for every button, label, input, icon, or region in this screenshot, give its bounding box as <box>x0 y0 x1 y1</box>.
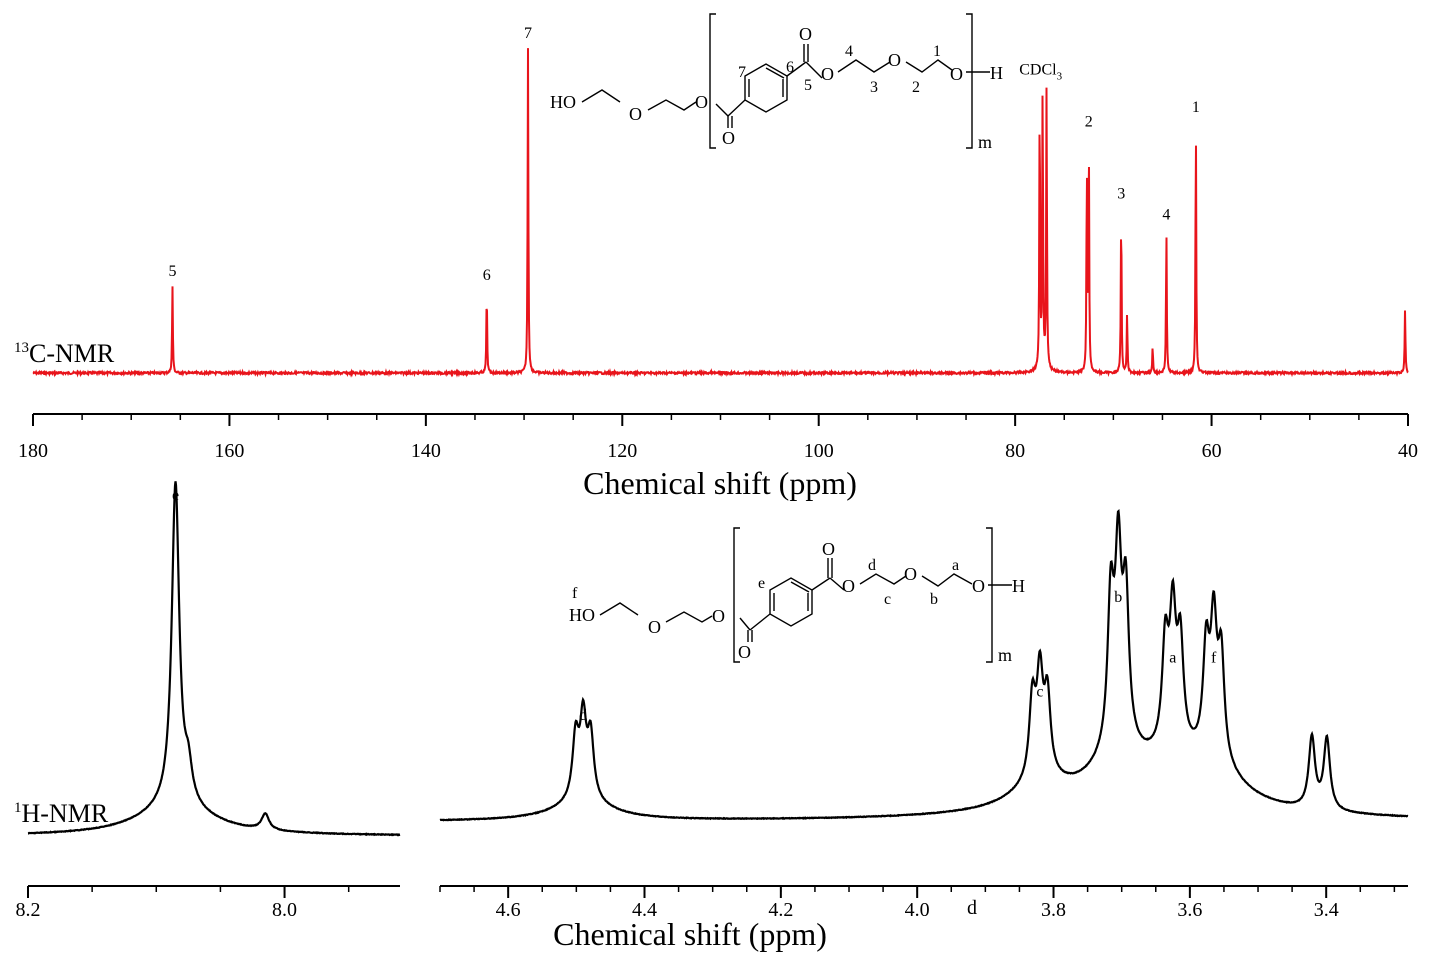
h1-ester-o: O <box>842 576 855 596</box>
c13-atom-1: 1 <box>933 43 941 60</box>
c13-ho: HO <box>550 92 576 112</box>
c13-tick-label: 60 <box>1202 440 1222 462</box>
c13-carbonyl-o-right: O <box>799 24 812 44</box>
h1-atom-e: e <box>758 575 765 592</box>
c13-tick-label: 80 <box>1005 440 1025 462</box>
c13-tick-label: 120 <box>607 440 637 462</box>
h1-atom-f: f <box>572 585 578 602</box>
c13-tick-label: 160 <box>214 440 244 462</box>
h1-peak-label: b <box>1114 589 1122 606</box>
h1-tick-label: 4.4 <box>632 899 657 921</box>
c13-repeat-m: m <box>978 132 992 152</box>
c13-axis-title: Chemical shift (ppm) <box>583 465 857 501</box>
c13-peak-label: 3 <box>1117 186 1125 203</box>
h1-tick-label: 4.0 <box>905 899 930 921</box>
h1-atom-d: d <box>868 557 876 574</box>
h1-atom-a: a <box>952 557 959 574</box>
c13-tick-label: 100 <box>804 440 834 462</box>
h1-axis-title: Chemical shift (ppm) <box>553 916 827 952</box>
h1-peak-label: a <box>1169 650 1176 667</box>
h1-peak-label: d <box>579 707 587 724</box>
c13-peak-label: 7 <box>524 25 532 42</box>
h1-repeat-m: m <box>998 645 1012 665</box>
c13-h: H <box>990 63 1003 83</box>
h1-atom-c: c <box>884 591 891 608</box>
c13-peak-label: CDCl3 <box>1019 61 1062 82</box>
c13-spectrum-label: 13C-NMR <box>14 339 115 368</box>
c13-peak-label: 6 <box>483 267 491 284</box>
c13-spectrum-trace <box>32 48 1409 378</box>
h1-spectrum-label: 1H-NMR <box>14 799 109 828</box>
c13-o-left: O <box>695 92 708 112</box>
c13-structure: HO O O O O O O O H m 7 6 5 4 3 2 1 <box>550 13 1003 152</box>
c13-ether-o-2: O <box>888 50 901 70</box>
c13-peak-label: 2 <box>1085 113 1093 130</box>
c13-o-right: O <box>950 64 963 84</box>
c13-atom-4: 4 <box>845 43 853 60</box>
c13-tick-label: 180 <box>18 440 48 462</box>
c13-peak-label: 1 <box>1192 99 1200 116</box>
c13-peak-label: 5 <box>168 263 176 280</box>
c13-atom-2: 2 <box>912 79 920 96</box>
c13-tick-label: 40 <box>1398 440 1418 462</box>
h1-peak-label: e <box>172 487 179 504</box>
h1-tick-label: 8.2 <box>16 899 41 921</box>
h1-tick-label: 3.4 <box>1314 899 1339 921</box>
c13-peak-label: 4 <box>1162 206 1170 223</box>
c13-atom-3: 3 <box>870 79 878 96</box>
h1-peak-label: f <box>1211 650 1217 667</box>
c13-atom-7: 7 <box>738 64 746 81</box>
h1-carbonyl-o-left: O <box>738 642 751 662</box>
c13-atom-5: 5 <box>804 77 812 94</box>
h1-spectrum-trace-aliphatic <box>439 508 1409 822</box>
h1-ho: HO <box>569 605 595 625</box>
h1-o-right: O <box>972 576 985 596</box>
h1-o-left: O <box>712 606 725 626</box>
h1-tick-label: 3.8 <box>1041 899 1066 921</box>
h1-tick-label: 4.6 <box>496 899 521 921</box>
h1-spectrum-trace-aromatic <box>27 481 401 837</box>
h1-extra-tick-label: d <box>967 897 977 919</box>
h1-tick-label: 3.6 <box>1177 899 1202 921</box>
c13-ester-o: O <box>821 64 834 84</box>
h1-x-axis-aliphatic: 4.6 4.4 4.2 4.0 3.8 3.6 3.4 <box>439 885 1408 921</box>
h1-tick-label: 4.2 <box>768 899 793 921</box>
c13-x-axis: 180 160 140 120 100 80 60 40 <box>18 413 1418 462</box>
h1-tick-label: 8.0 <box>272 899 297 921</box>
c13-atom-6: 6 <box>786 59 794 76</box>
c13-ether-o: O <box>629 104 642 124</box>
h1-structure: f HO O O O O O O O H m e d c b a <box>569 527 1025 665</box>
h1-ether-o-2: O <box>904 564 917 584</box>
c13-tick-label: 140 <box>411 440 441 462</box>
h1-carbonyl-o-right: O <box>822 539 835 559</box>
c13-carbonyl-o-left: O <box>722 128 735 148</box>
h1-ether-o: O <box>648 617 661 637</box>
h1-h: H <box>1012 576 1025 596</box>
h1-x-axis-aromatic: 8.2 8.0 <box>16 885 400 921</box>
h1-atom-b: b <box>930 591 938 608</box>
h1-peak-label: c <box>1036 683 1043 700</box>
